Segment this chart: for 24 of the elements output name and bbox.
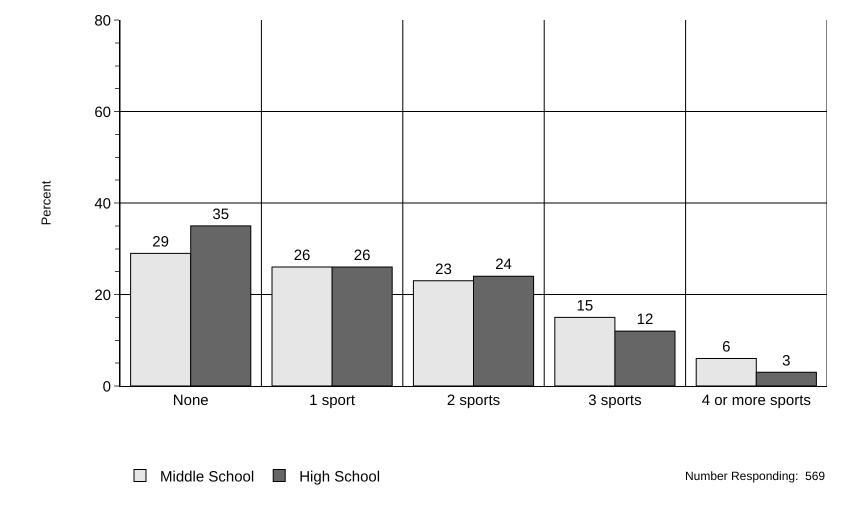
y-axis-title: Percent: [38, 180, 54, 226]
data-label: 35: [212, 206, 230, 223]
x-tick-label: 3 sports: [588, 392, 642, 409]
x-tick-label: None: [172, 392, 209, 409]
x-tick-label: 4 or more sports: [702, 392, 811, 409]
x-tick-label: 2 sports: [446, 392, 500, 409]
y-tick-label: 40: [94, 195, 111, 212]
data-label: 24: [495, 256, 512, 274]
data-label: 15: [576, 297, 594, 314]
legend-label: Middle School: [160, 468, 254, 486]
text: Number Responding: 569: [685, 469, 826, 483]
data-label: 3: [782, 352, 791, 370]
data-label: 26: [354, 247, 370, 264]
y-tick-label: 0: [102, 378, 111, 396]
y-tick-label: 60: [94, 104, 111, 121]
legend-label: High School: [299, 468, 380, 486]
x-tick-label: 1 sport: [309, 392, 356, 409]
data-label: 12: [636, 311, 654, 328]
data-label: 23: [435, 260, 452, 278]
y-tick-label: 20: [94, 286, 111, 304]
data-label: 6: [722, 338, 730, 356]
data-label: 26: [294, 247, 310, 264]
y-tick-label: 80: [94, 12, 111, 30]
data-label: 29: [152, 233, 169, 250]
